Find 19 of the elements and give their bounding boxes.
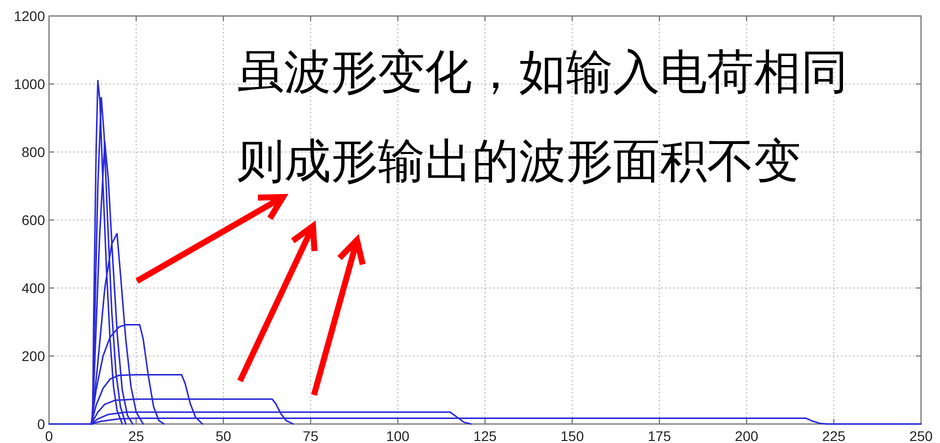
annotation: 则成形输出的波形面积不变 — [237, 134, 801, 187]
x-tick-label: 225 — [822, 428, 846, 443]
x-tick-label: 125 — [473, 428, 497, 443]
x-tick-label: 50 — [216, 428, 232, 443]
x-tick-label: 75 — [302, 428, 319, 443]
y-tick-label: 600 — [22, 212, 46, 228]
x-tick-label: 150 — [560, 428, 584, 443]
y-tick-label: 1000 — [14, 76, 46, 92]
y-tick-label: 800 — [22, 144, 46, 160]
x-tick-label: 200 — [734, 428, 758, 443]
x-tick-label: 25 — [128, 428, 144, 443]
y-tick-label: 0 — [37, 416, 46, 432]
y-tick-label: 400 — [22, 280, 46, 296]
annotation: 虽波形变化，如输入电荷相同 — [237, 45, 848, 98]
y-tick-label: 200 — [22, 348, 46, 364]
x-tick-label: 250 — [909, 428, 933, 443]
x-tick-label: 175 — [648, 428, 672, 443]
x-tick-label: 100 — [386, 428, 410, 443]
y-tick-label: 1200 — [14, 8, 46, 24]
